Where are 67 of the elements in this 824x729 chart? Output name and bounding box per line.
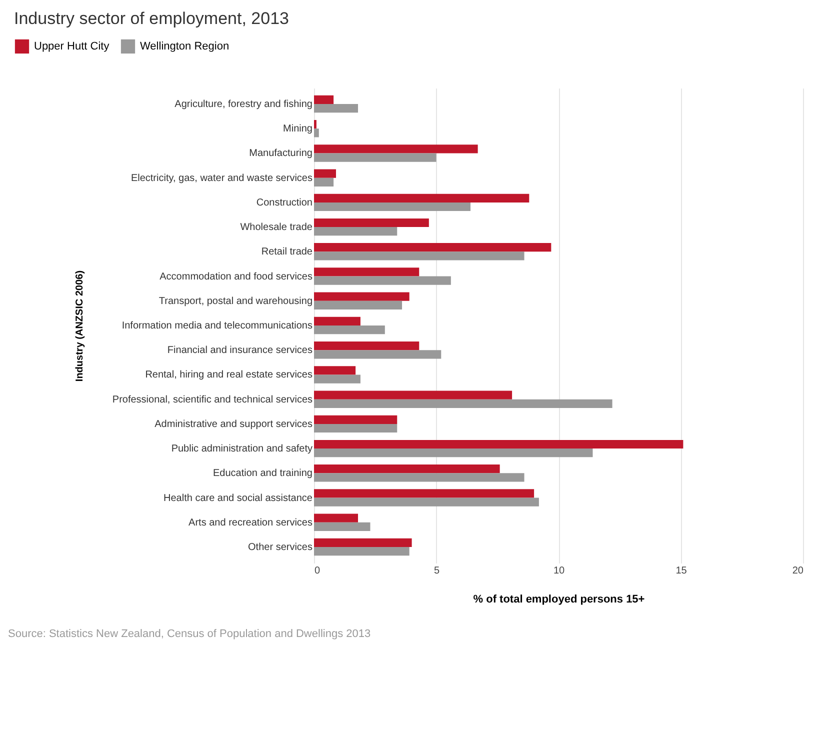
y-tick-label: Agriculture, forestry and fishing: [174, 98, 312, 110]
bar: [314, 153, 436, 162]
bar: [314, 128, 319, 138]
y-tick-label: Electricity, gas, water and waste services: [130, 172, 312, 184]
text: Industry sector of employment, 2013: [14, 9, 289, 28]
bar: [314, 144, 478, 154]
x-tick-label: 15: [676, 566, 688, 576]
bar: [314, 350, 442, 359]
bar: [314, 218, 429, 228]
bar: [314, 300, 402, 310]
y-tick-label: Administrative and support services: [154, 418, 312, 430]
bar: [314, 268, 420, 276]
y-tick-label: Transport, postal and warehousing: [158, 296, 312, 307]
y-tick-label: Health care and social assistance: [164, 492, 313, 504]
x-tick-label: 5: [434, 566, 440, 576]
bar: [314, 464, 500, 474]
bar: [314, 202, 470, 212]
bar: [314, 341, 420, 350]
x-tick-label: 0: [314, 566, 320, 576]
bar: [314, 95, 334, 104]
y-tick-label: Other services: [248, 542, 312, 554]
bar: [314, 374, 360, 384]
y-tick-label: Mining: [283, 124, 312, 135]
bar: [314, 415, 398, 424]
bar: [314, 399, 612, 408]
bar: [314, 243, 552, 252]
legend-label: Wellington Region: [140, 40, 230, 52]
bar: [314, 440, 684, 449]
bar: [314, 366, 356, 375]
y-tick-label: Accommodation and food services: [160, 271, 312, 282]
y-tick-label: Public administration and safety: [171, 444, 312, 455]
y-tick-label: Education and training: [212, 468, 312, 480]
y-tick-label: Rental, hiring and real estate services: [145, 370, 312, 381]
bar: [314, 194, 530, 202]
bar: [314, 522, 370, 532]
bar: [314, 424, 398, 433]
bar: [314, 514, 358, 522]
bar: [314, 316, 360, 326]
bar: [314, 276, 451, 285]
bar: [314, 227, 398, 236]
y-tick-label: Retail trade: [261, 246, 313, 258]
y-tick-label: Information media and telecommunications: [122, 320, 312, 332]
bar: [314, 178, 334, 186]
bar: [314, 252, 524, 260]
y-tick-label: Wholesale trade: [240, 222, 313, 234]
source-note: Source: Statistics New Zealand, Census of Population and Dwellings 2013: [8, 628, 372, 640]
bar: [314, 448, 593, 458]
bar: [314, 547, 410, 556]
bar: [314, 326, 385, 334]
bar: [314, 104, 358, 113]
bar: [314, 169, 336, 178]
y-tick-label: Manufacturing: [249, 148, 312, 160]
bar: [314, 473, 524, 482]
x-axis-title: % of total employed persons 15+: [473, 594, 645, 606]
y-axis-title: Industry (ANZSIC 2006): [74, 270, 86, 382]
bar: [314, 489, 534, 498]
bar: [314, 390, 512, 400]
y-tick-label: Professional, scientific and technical services: [112, 394, 312, 406]
x-tick-label: 20: [792, 566, 804, 576]
legend-label: Upper Hutt City: [34, 40, 110, 52]
y-tick-label: Construction: [256, 197, 312, 208]
bar: [314, 498, 539, 506]
bar: [314, 292, 410, 301]
x-tick-label: 10: [553, 566, 565, 576]
bar: [314, 538, 412, 548]
y-tick-label: Financial and insurance services: [167, 345, 312, 356]
y-tick-label: Arts and recreation services: [188, 517, 312, 528]
